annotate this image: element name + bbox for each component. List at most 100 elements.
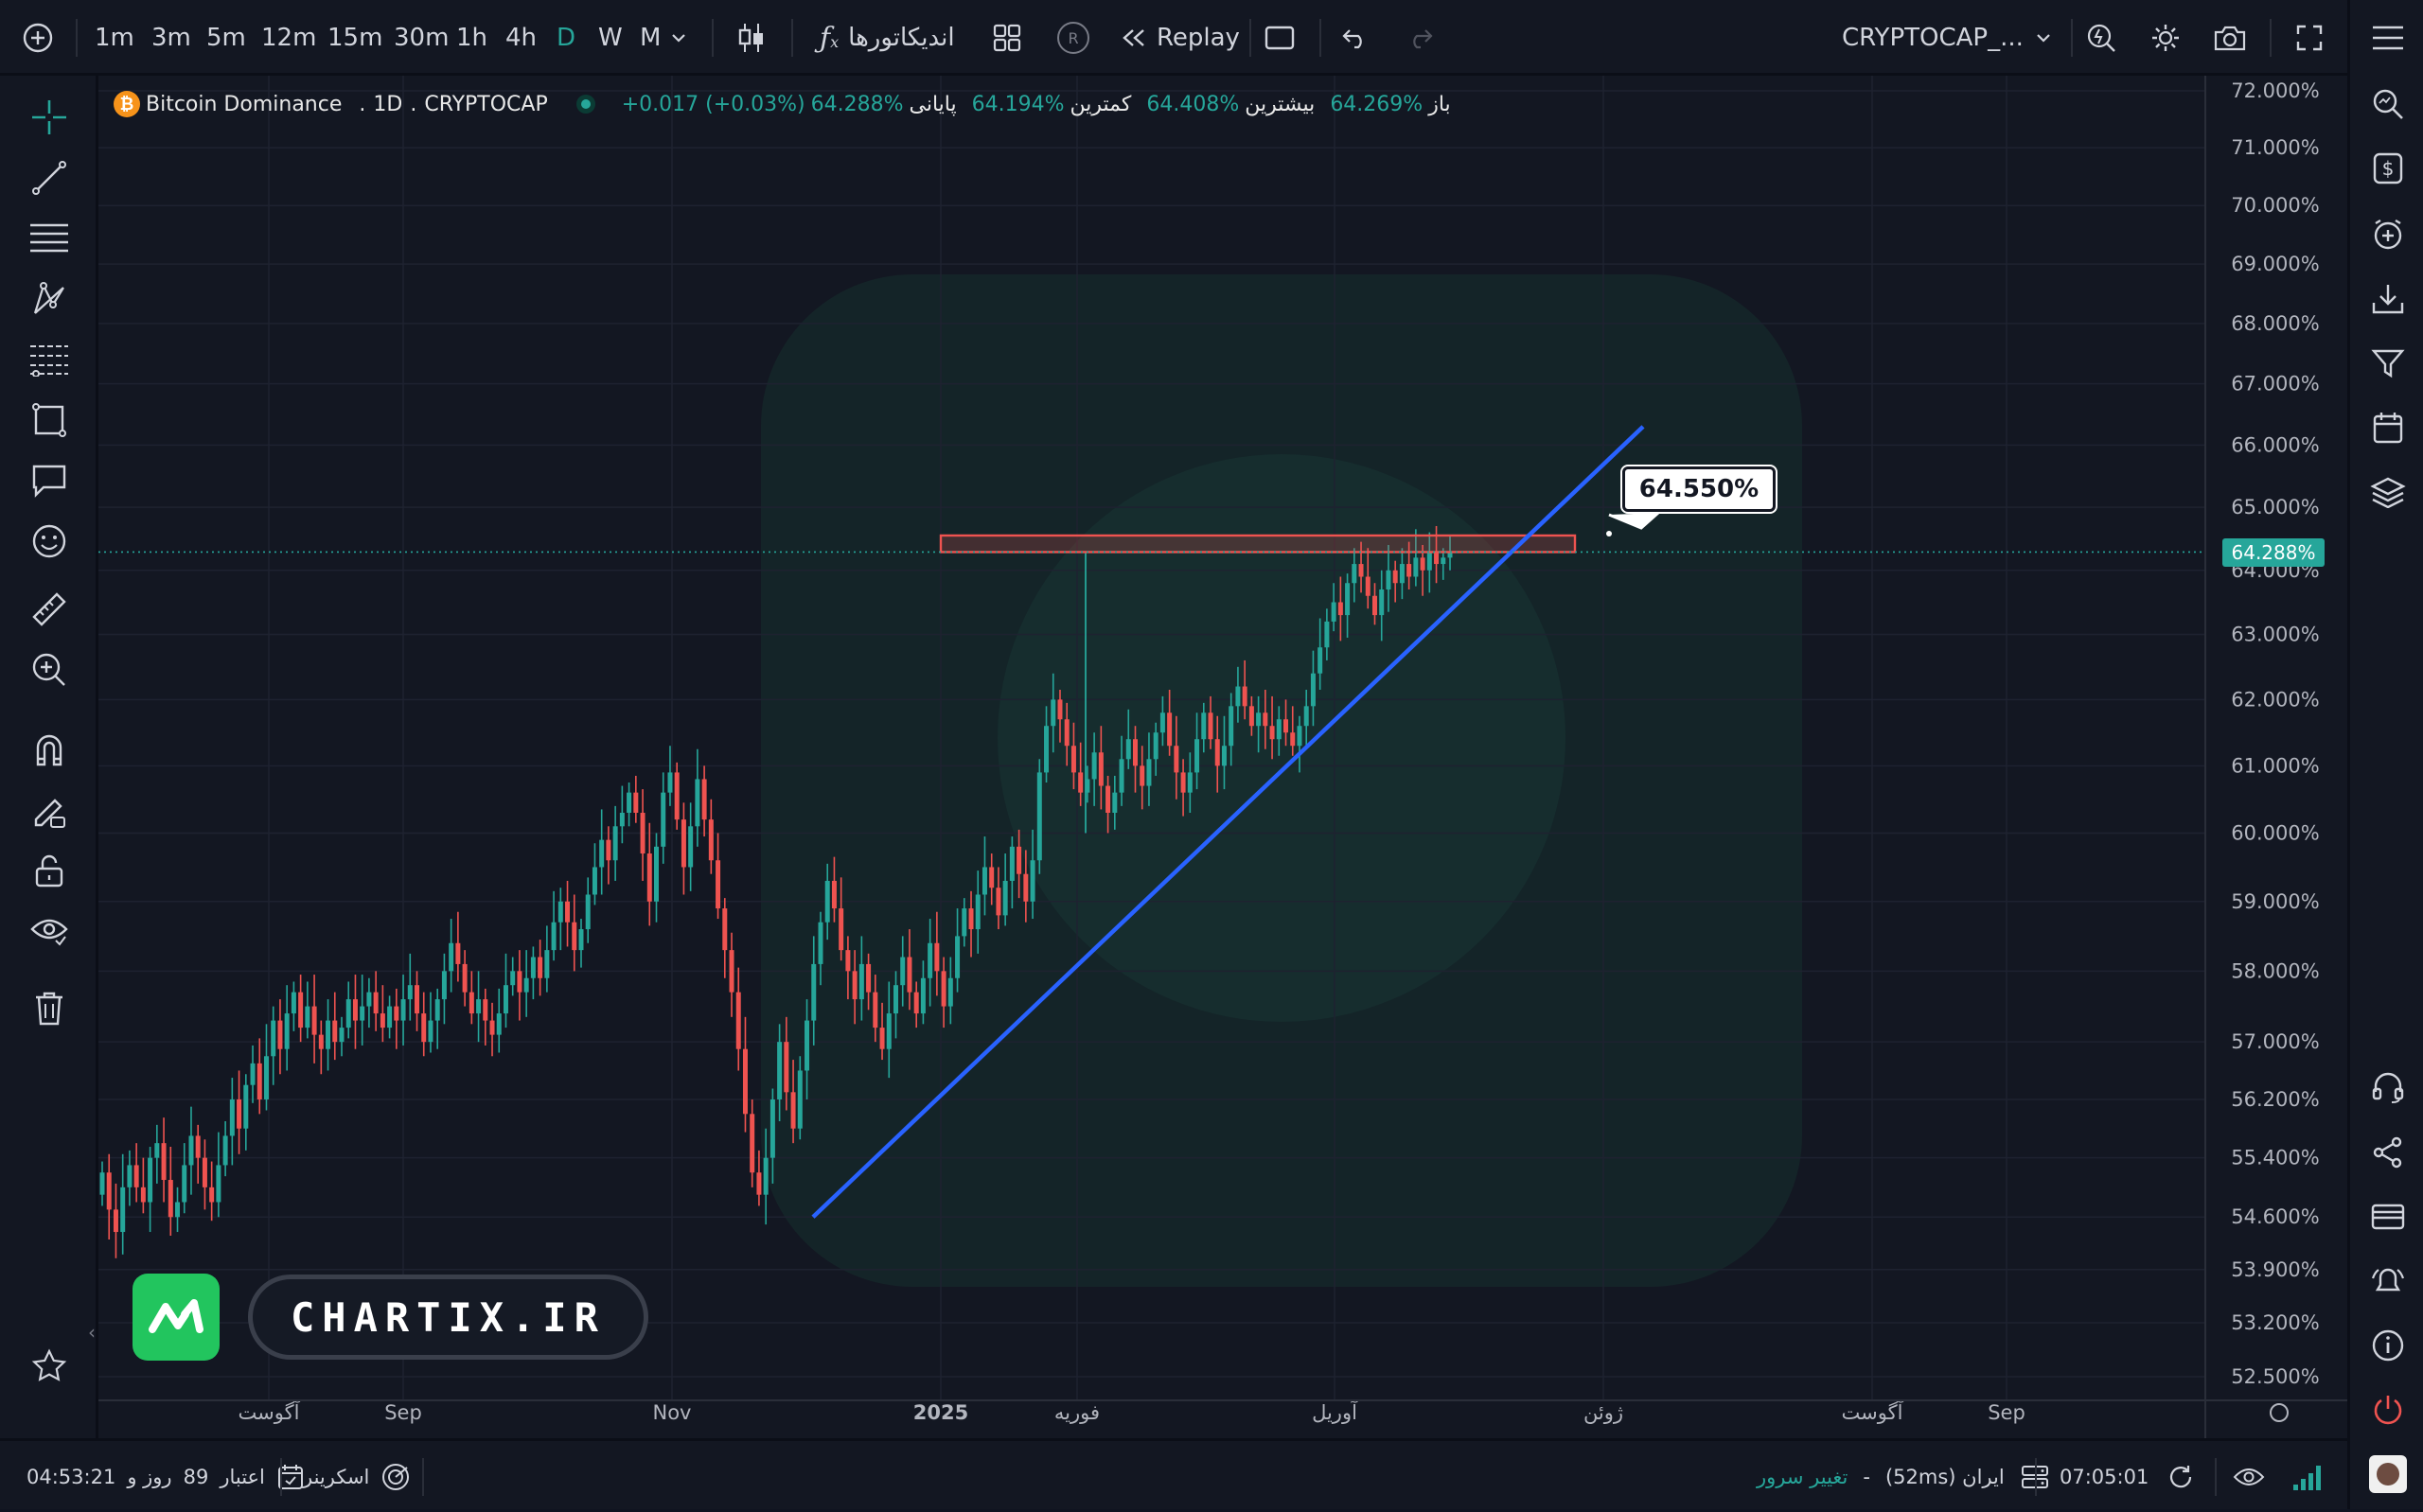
download-icon[interactable] — [2350, 269, 2423, 329]
candle-body — [285, 1013, 290, 1049]
interval-W[interactable]: W — [598, 0, 623, 76]
rectangle-icon[interactable] — [1259, 0, 1300, 76]
candle-body — [982, 867, 987, 894]
candle-body — [989, 867, 994, 888]
layers-icon[interactable] — [2350, 462, 2423, 522]
replay-button[interactable]: Replay — [1121, 0, 1240, 76]
candle-body — [784, 1042, 788, 1092]
candle-body — [1023, 874, 1028, 902]
candle-body — [162, 1143, 167, 1180]
price-scale-label: 68.000% — [2231, 312, 2319, 335]
candle-body — [1256, 712, 1261, 726]
favorites-star-icon[interactable] — [0, 1338, 98, 1395]
candle-body — [175, 1203, 180, 1218]
price-callout[interactable]: 64.550% — [1622, 466, 1776, 512]
layouts-grid-icon[interactable] — [988, 0, 1026, 76]
candle-body — [1133, 739, 1138, 765]
symbol-selector[interactable]: CRYPTOCAP_... — [1842, 0, 2052, 76]
interval-D[interactable]: D — [557, 0, 575, 76]
candle-body — [1160, 712, 1165, 732]
candle-body — [1065, 719, 1070, 746]
candle-body — [791, 1092, 796, 1128]
candles-icon[interactable] — [733, 0, 770, 76]
undo-icon[interactable] — [1335, 0, 1376, 76]
time-scale-label: آگوست — [1842, 1400, 1904, 1424]
interval-3m[interactable]: 3m — [151, 0, 191, 76]
interval-5m[interactable]: 5m — [206, 0, 246, 76]
price-chart[interactable]: 72.000%71.000%70.000%69.000%68.000%67.00… — [98, 76, 2347, 1438]
emoji-icon[interactable] — [0, 513, 98, 570]
refresh-icon[interactable] — [2162, 1441, 2200, 1512]
info-icon[interactable] — [2350, 1315, 2423, 1376]
redo-icon[interactable] — [1399, 0, 1441, 76]
pencil-lock-icon[interactable] — [0, 782, 98, 838]
candle-body — [504, 985, 508, 1013]
calendar-icon[interactable] — [2350, 397, 2423, 458]
menu-hamburger-icon[interactable] — [2350, 8, 2423, 68]
change-server-link[interactable]: تغییر سرور — [1757, 1466, 1848, 1488]
notifications-icon[interactable] — [2350, 1251, 2423, 1311]
visibility-eye-icon[interactable] — [2230, 1441, 2268, 1512]
ruler-icon[interactable] — [0, 581, 98, 638]
legend-symbol[interactable]: ₿ Bitcoin Dominance — [114, 91, 342, 117]
candle-body — [716, 860, 720, 908]
candle-body — [312, 1007, 317, 1035]
alert-add-icon[interactable] — [2350, 204, 2423, 265]
candle-body — [969, 908, 974, 929]
candle-body — [196, 1135, 201, 1157]
candle-body — [777, 1042, 782, 1099]
power-icon[interactable] — [2350, 1380, 2423, 1440]
dollar-icon[interactable]: $ — [2350, 138, 2423, 199]
candle-body — [818, 923, 822, 964]
chart-area[interactable]: 72.000%71.000%70.000%69.000%68.000%67.00… — [98, 76, 2347, 1438]
indicators-button[interactable]: ƒx اندیکاتورها — [820, 0, 955, 76]
trend-line-icon[interactable] — [0, 149, 98, 206]
filter-icon[interactable] — [2350, 333, 2423, 394]
card-icon[interactable] — [2350, 1187, 2423, 1247]
interval-4h[interactable]: 4h — [505, 0, 537, 76]
collapse-toolbar-chevron-icon[interactable]: ‹ — [87, 1313, 97, 1351]
candle-body — [421, 1013, 426, 1042]
support-headset-icon[interactable] — [2350, 1058, 2423, 1118]
camera-icon[interactable] — [2209, 0, 2251, 76]
share-icon[interactable] — [2350, 1122, 2423, 1183]
lock-open-icon[interactable] — [0, 842, 98, 899]
interval-12m[interactable]: 12m — [261, 0, 316, 76]
screener-button[interactable]: اسکرینر — [303, 1441, 411, 1512]
interval-M[interactable]: M — [640, 0, 661, 76]
fib-levels-icon[interactable] — [0, 331, 98, 388]
interval-1m[interactable]: 1m — [95, 0, 134, 76]
interval-dropdown-chevron-icon[interactable] — [664, 0, 693, 76]
zoom-in-icon[interactable] — [0, 642, 98, 698]
crosshair-icon[interactable] — [0, 89, 98, 146]
price-scale-label: 54.600% — [2231, 1205, 2319, 1228]
horizontal-lines-icon[interactable] — [0, 210, 98, 267]
candle-body — [463, 964, 468, 993]
candle-body — [1044, 726, 1049, 772]
interval-1h[interactable]: 1h — [456, 0, 487, 76]
add-symbol-button[interactable] — [13, 0, 62, 76]
interval-15m[interactable]: 15m — [327, 0, 382, 76]
r-badge-icon[interactable]: R — [1052, 0, 1094, 76]
rectangle-shape-icon[interactable] — [0, 392, 98, 448]
quick-search-icon[interactable] — [2080, 0, 2122, 76]
eye-icon[interactable] — [0, 903, 98, 959]
fullscreen-icon[interactable] — [2289, 0, 2330, 76]
pattern-icon[interactable] — [0, 271, 98, 327]
trash-icon[interactable] — [0, 980, 98, 1037]
candle-body — [1099, 752, 1104, 785]
comment-icon[interactable] — [0, 452, 98, 509]
candle-body — [264, 1056, 269, 1099]
legend-ohlc: باز 64.269% بیشترین 64.408% کمترین 64.19… — [622, 93, 1451, 116]
avatar[interactable] — [2350, 1444, 2423, 1504]
magnet-icon[interactable] — [0, 721, 98, 778]
candle-body — [360, 1007, 364, 1021]
legend-close-label: پایانی — [910, 93, 957, 116]
search-icon[interactable] — [2350, 74, 2423, 134]
settings-gear-icon[interactable] — [2145, 0, 2186, 76]
candle-body — [1379, 589, 1384, 615]
candle-body — [319, 1035, 324, 1049]
price-scale-label: 60.000% — [2231, 821, 2319, 844]
interval-30m[interactable]: 30m — [394, 0, 449, 76]
candle-body — [1290, 732, 1295, 746]
